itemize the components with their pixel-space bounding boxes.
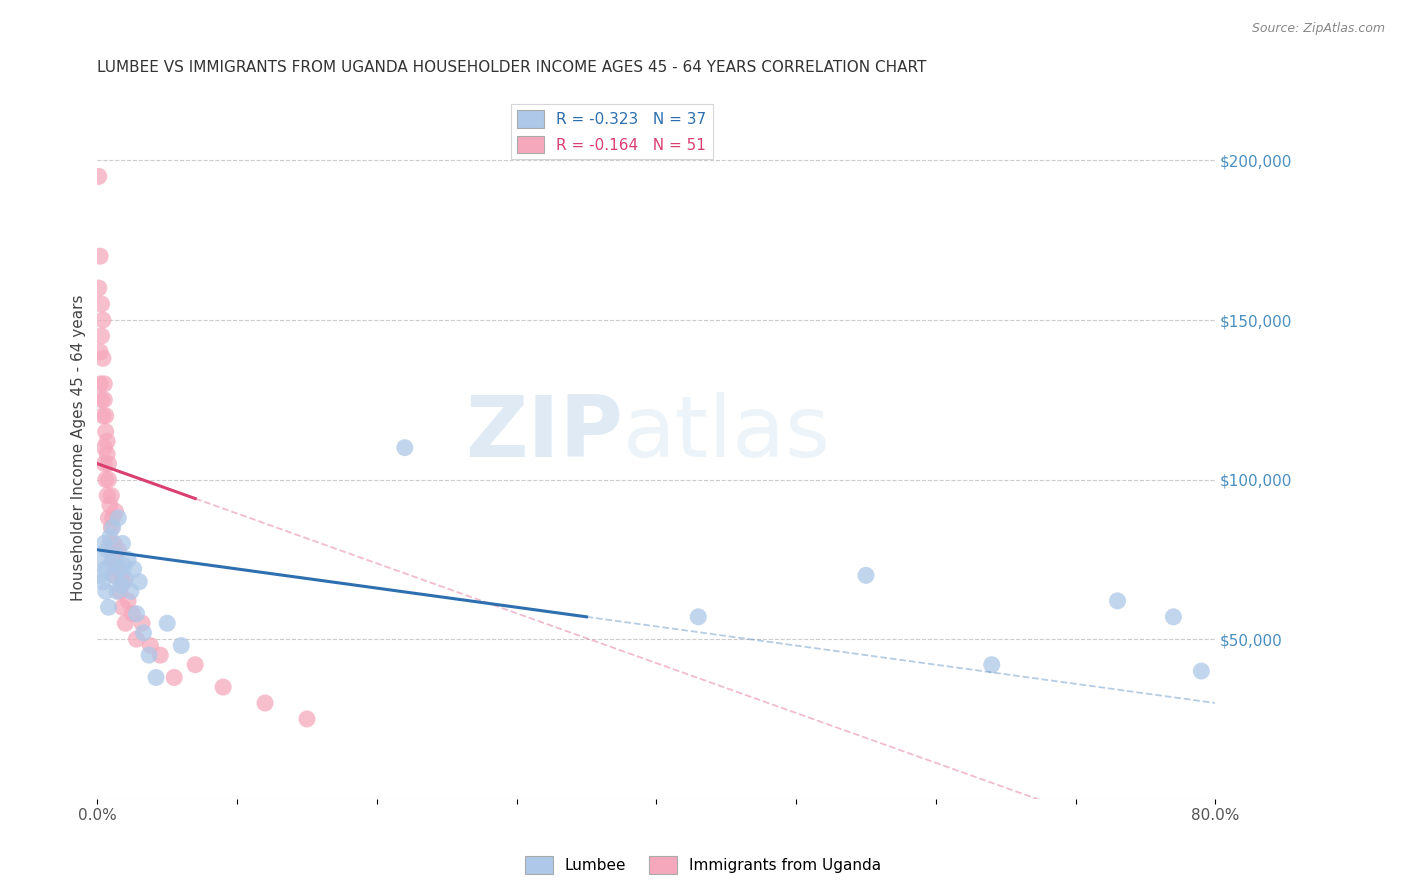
Point (101, 520, 124, 534)
Text: atlas: atlas (623, 392, 831, 475)
Point (170, 639, 193, 653)
Point (94, 584, 117, 599)
Point (107, 542, 129, 557)
Point (96, 489, 118, 503)
Point (105, 584, 128, 599)
Point (96, 542, 118, 557)
Point (110, 568, 132, 582)
Point (149, 648, 172, 662)
Point (87, 169, 110, 184)
Point (125, 632, 148, 647)
Point (93, 441, 115, 455)
Point (90, 552, 112, 566)
Point (855, 568, 877, 582)
Point (688, 610, 710, 624)
Point (1107, 594, 1129, 608)
Point (96, 434, 118, 449)
Point (108, 562, 131, 576)
Legend: Lumbee, Immigrants from Uganda: Lumbee, Immigrants from Uganda (519, 850, 887, 880)
Point (94, 473, 117, 487)
Point (90, 329, 112, 343)
Point (101, 552, 124, 566)
Point (128, 574, 150, 589)
Point (94, 425, 117, 439)
Point (100, 489, 122, 503)
Point (89, 345, 111, 359)
Point (110, 578, 132, 592)
Point (98, 536, 121, 550)
Text: LUMBEE VS IMMIGRANTS FROM UGANDA HOUSEHOLDER INCOME AGES 45 - 64 YEARS CORRELATI: LUMBEE VS IMMIGRANTS FROM UGANDA HOUSEHO… (97, 60, 927, 75)
Point (394, 441, 416, 455)
Point (111, 536, 134, 550)
Point (97, 600, 120, 615)
Point (100, 520, 122, 534)
Point (254, 696, 277, 710)
Point (104, 504, 127, 518)
Point (112, 558, 135, 573)
Point (103, 568, 125, 582)
Point (114, 616, 136, 631)
Point (97, 511, 120, 525)
Point (91, 313, 114, 327)
Point (91, 409, 114, 423)
Point (91, 351, 114, 366)
Point (980, 657, 1002, 672)
Point (94, 409, 117, 423)
Point (1163, 610, 1185, 624)
Point (89, 249, 111, 263)
Point (114, 572, 136, 586)
Point (103, 568, 125, 582)
Point (93, 457, 115, 471)
Point (145, 671, 167, 685)
Point (100, 556, 122, 570)
Point (93, 536, 115, 550)
Point (91, 574, 114, 589)
Point (98, 498, 121, 512)
Y-axis label: Householder Income Ages 45 - 64 years: Householder Income Ages 45 - 64 years (72, 294, 86, 601)
Point (132, 625, 155, 640)
Point (117, 594, 139, 608)
Point (108, 584, 131, 599)
Point (163, 671, 186, 685)
Point (125, 607, 148, 621)
Point (98, 530, 121, 544)
Point (90, 297, 112, 311)
Legend: R = -0.323   N = 37, R = -0.164   N = 51: R = -0.323 N = 37, R = -0.164 N = 51 (510, 104, 713, 160)
Text: ZIP: ZIP (465, 392, 623, 475)
Point (121, 607, 143, 621)
Point (117, 552, 139, 566)
Point (97, 457, 120, 471)
Point (90, 392, 112, 407)
Point (105, 562, 128, 576)
Point (89, 568, 111, 582)
Point (103, 536, 125, 550)
Point (112, 574, 135, 589)
Point (101, 511, 124, 525)
Point (295, 712, 318, 726)
Point (97, 473, 120, 487)
Point (89, 376, 111, 391)
Point (111, 600, 134, 615)
Point (104, 549, 127, 564)
Point (122, 562, 145, 576)
Point (120, 584, 142, 599)
Point (156, 616, 179, 631)
Point (94, 562, 117, 576)
Point (184, 657, 207, 672)
Point (139, 639, 162, 653)
Point (107, 511, 129, 525)
Point (93, 376, 115, 391)
Point (1189, 664, 1212, 678)
Point (138, 648, 160, 662)
Point (131, 616, 153, 631)
Point (212, 680, 235, 694)
Point (93, 392, 115, 407)
Text: Source: ZipAtlas.com: Source: ZipAtlas.com (1251, 22, 1385, 36)
Point (87, 281, 110, 295)
Point (96, 447, 118, 461)
